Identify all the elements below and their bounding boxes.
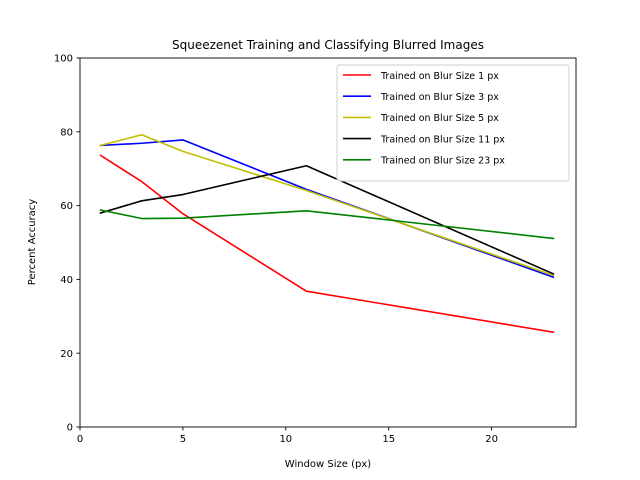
y-tick-label: 40 (60, 275, 73, 286)
legend-label-2: Trained on Blur Size 3 px (380, 92, 499, 103)
y-tick-label: 80 (60, 127, 73, 138)
series-line-3 (99, 133, 555, 277)
legend-label-3: Trained on Blur Size 5 px (380, 113, 499, 124)
x-tick-label: 0 (77, 434, 83, 445)
y-tick-label: 20 (60, 349, 73, 360)
chart-title: Squeezenet Training and Classifying Blur… (172, 38, 484, 52)
y-tick-label: 60 (60, 201, 73, 212)
legend-label-5: Trained on Blur Size 23 px (380, 156, 505, 167)
x-tick-label: 10 (279, 434, 292, 445)
legend-label-1: Trained on Blur Size 1 px (380, 71, 499, 82)
legend-label-4: Trained on Blur Size 11 px (380, 134, 505, 145)
series-line-1 (99, 154, 555, 334)
legend: Trained on Blur Size 1 px Trained on Blur… (336, 64, 570, 182)
y-axis: 0 20 40 60 80 100 (54, 54, 80, 434)
x-axis: 0 5 10 15 20 (77, 427, 498, 445)
y-tick-label: 0 (67, 423, 73, 434)
y-tick-label: 100 (54, 54, 73, 65)
series-line-4 (99, 164, 555, 275)
plot-area (79, 57, 577, 428)
x-tick-label: 5 (180, 434, 186, 445)
x-axis-title: Window Size (px) (285, 459, 371, 470)
plot-frame (79, 57, 577, 428)
x-tick-label: 15 (382, 434, 395, 445)
legend-box (336, 64, 570, 182)
series-line-5 (99, 209, 555, 240)
x-tick-label: 20 (485, 434, 498, 445)
y-axis-title: Percent Accuracy (27, 199, 38, 286)
